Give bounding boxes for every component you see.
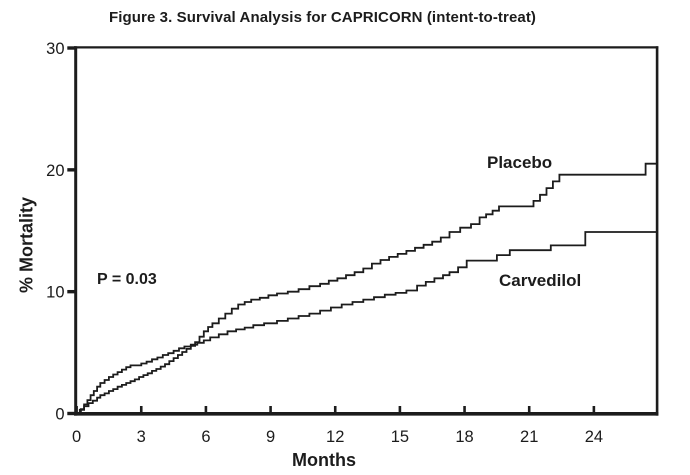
x-tick-label: 12 — [326, 428, 344, 446]
y-tick-label: 30 — [46, 40, 64, 58]
y-tick-label: 10 — [46, 284, 64, 302]
y-axis-title: % Mortality — [16, 196, 37, 294]
series-curve-placebo — [76, 162, 657, 415]
x-tick-label: 6 — [201, 428, 210, 446]
p-value-annotation: P = 0.03 — [97, 271, 157, 288]
x-tick-label: 0 — [72, 428, 81, 446]
y-tick-label: 0 — [55, 406, 64, 424]
figure-title: Figure 3. Survival Analysis for CAPRICOR… — [108, 9, 537, 26]
series-curve-carvedilol — [76, 231, 657, 415]
x-tick-label: 21 — [520, 428, 538, 446]
series-label-carvedilol: Carvedilol — [499, 271, 582, 290]
series-label-placebo: Placebo — [487, 153, 553, 172]
x-axis-title: Months — [292, 450, 356, 470]
x-tick-label: 3 — [137, 428, 146, 446]
x-tick-label: 9 — [266, 428, 275, 446]
x-tick-label: 15 — [391, 428, 409, 446]
x-tick-label: 24 — [585, 428, 603, 446]
x-tick-label: 18 — [455, 428, 473, 446]
y-tick-label: 20 — [46, 162, 64, 180]
